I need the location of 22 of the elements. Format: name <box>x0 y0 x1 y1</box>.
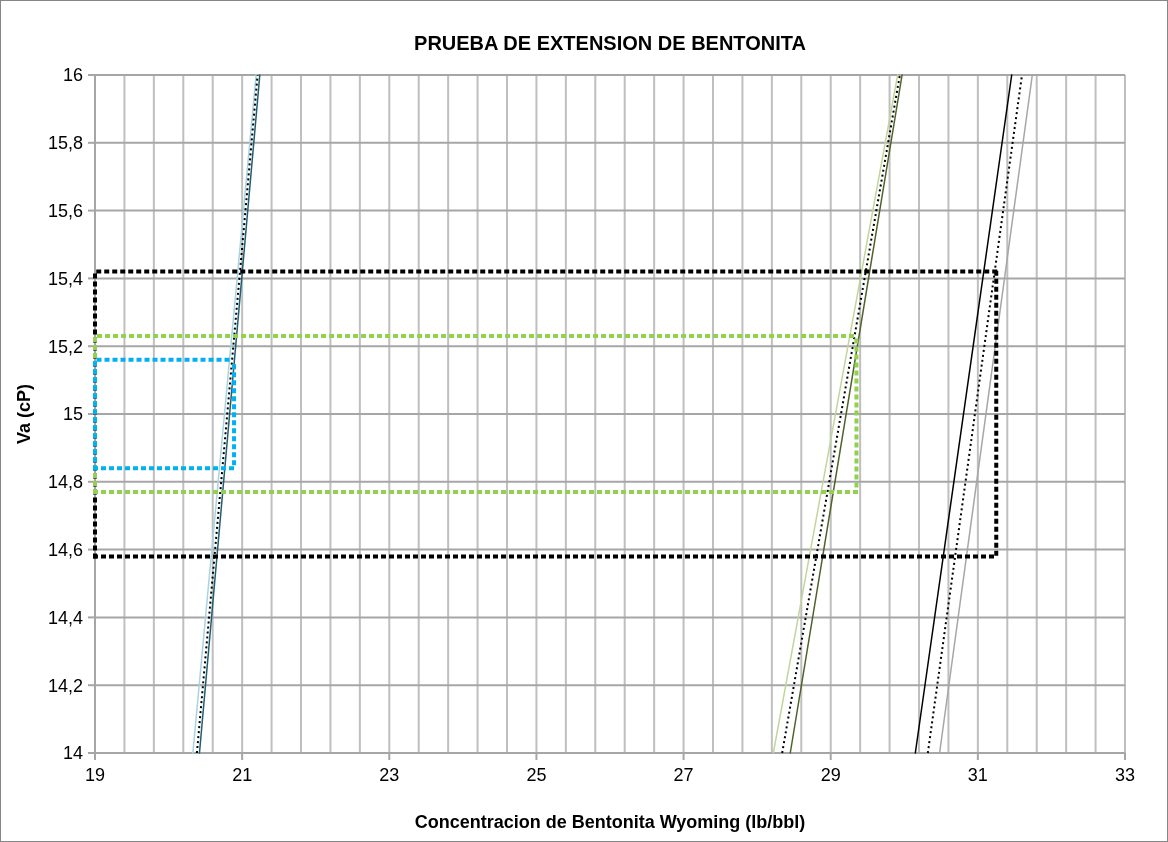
x-tick-label: 23 <box>379 765 400 785</box>
y-tick-label: 15,8 <box>47 133 83 154</box>
y-tick-label: 14 <box>62 743 83 764</box>
x-tick-label: 21 <box>232 765 253 785</box>
x-tick-label: 31 <box>967 765 988 785</box>
x-tick-label: 33 <box>1114 765 1136 785</box>
y-tick-label: 15,4 <box>47 268 83 289</box>
y-tick-label: 14,8 <box>47 472 83 493</box>
x-tick-label: 19 <box>84 765 106 785</box>
x-tick-label: 25 <box>526 765 547 785</box>
y-tick-label: 14,4 <box>47 607 83 628</box>
y-axis-title: Va (cP) <box>14 383 34 445</box>
y-tick-label: 16 <box>62 65 83 86</box>
x-tick-label: 29 <box>820 765 841 785</box>
chart-title: PRUEBA DE EXTENSION DE BENTONITA <box>414 32 806 54</box>
y-tick-label: 15,2 <box>47 336 83 357</box>
y-tick-label: 15 <box>62 404 83 425</box>
y-tick-label: 14,2 <box>47 675 83 696</box>
y-tick-label: 15,6 <box>47 200 83 221</box>
y-tick-label: 14,6 <box>47 539 83 560</box>
x-tick-label: 27 <box>673 765 694 785</box>
x-axis-title: Concentracion de Bentonita Wyoming (lb/bbl) <box>414 812 806 832</box>
